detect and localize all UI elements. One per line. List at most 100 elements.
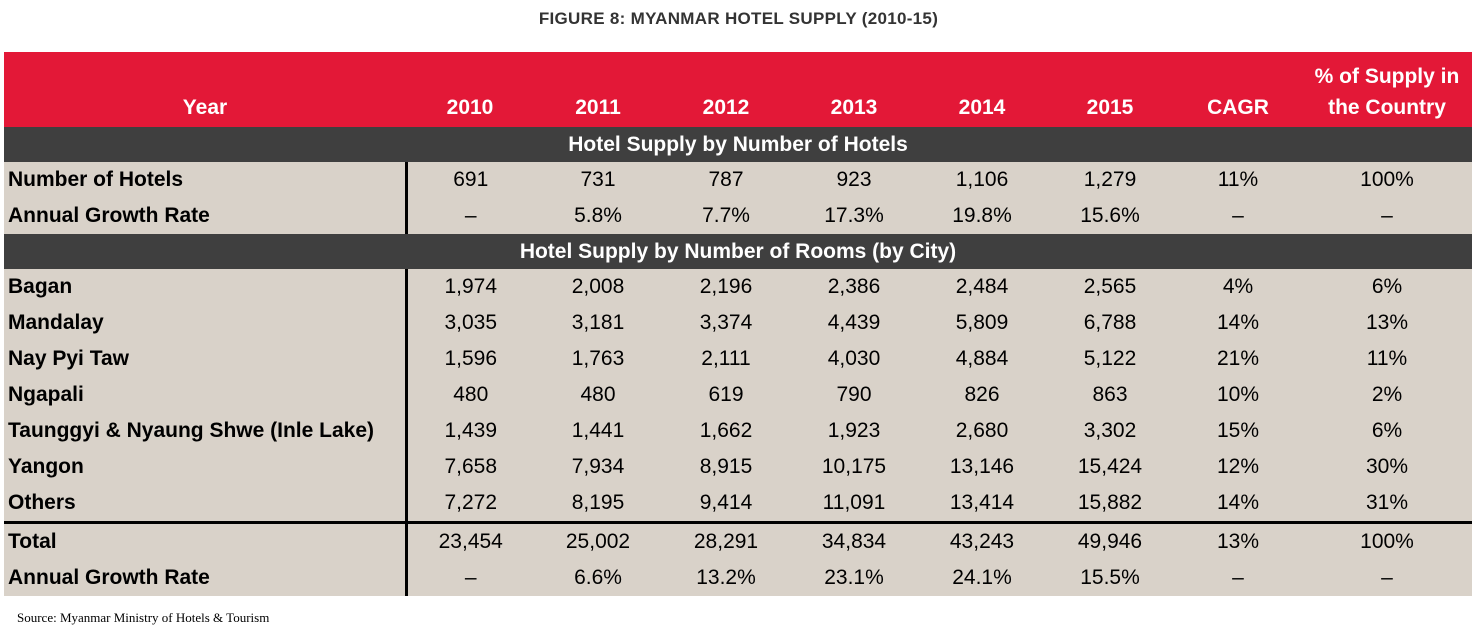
row-label: Nay Pyi Taw — [4, 341, 408, 377]
cell-share: 13% — [1302, 305, 1472, 341]
cell-2011: 7,934 — [534, 449, 662, 485]
header-year-2012: 2012 — [702, 96, 750, 119]
cell-cagr: – — [1174, 198, 1302, 234]
cell-2010: 1,596 — [406, 341, 534, 377]
row-label: Taunggyi & Nyaung Shwe (Inle Lake) — [4, 413, 408, 449]
cell-share: 30% — [1302, 449, 1472, 485]
hotel-supply-table: Year 2010 2011 2012 2013 2014 2015 CAGR … — [4, 52, 1472, 596]
cell-2013: 17.3% — [790, 198, 918, 234]
cell-2014: 13,414 — [918, 485, 1046, 523]
cell-2012: 28,291 — [662, 521, 790, 560]
cell-2010: 1,974 — [406, 269, 534, 305]
cell-share: 2% — [1302, 377, 1472, 413]
cell-2013: 4,439 — [790, 305, 918, 341]
cell-2014: 1,106 — [918, 162, 1046, 198]
cell-2015: 863 — [1046, 377, 1174, 413]
cell-cagr: 13% — [1174, 521, 1302, 560]
cell-2015: 1,279 — [1046, 162, 1174, 198]
header-year-2011: 2011 — [575, 96, 621, 119]
cell-2013: 923 — [790, 162, 918, 198]
cell-2012: 3,374 — [662, 305, 790, 341]
cell-2010: 23,454 — [406, 521, 534, 560]
cell-2015: 5,122 — [1046, 341, 1174, 377]
cell-2012: 9,414 — [662, 485, 790, 523]
section-hotels: Hotel Supply by Number of Hotels — [4, 127, 1472, 162]
cell-2015: 15,882 — [1046, 485, 1174, 523]
cell-2011: 5.8% — [534, 198, 662, 234]
cell-2012: 8,915 — [662, 449, 790, 485]
cell-share: – — [1302, 560, 1472, 596]
section-rooms-label: Hotel Supply by Number of Rooms (by City… — [4, 234, 1472, 269]
table-row: Taunggyi & Nyaung Shwe (Inle Lake) 1,439 1… — [4, 413, 1472, 449]
row-label: Yangon — [4, 449, 408, 485]
row-label: Number of Hotels — [4, 162, 408, 198]
cell-2015: 49,946 — [1046, 521, 1174, 560]
table-row: Others 7,272 8,195 9,414 11,091 13,414 15,882 1… — [4, 485, 1472, 523]
header-year: Year — [182, 96, 228, 119]
cell-2012: 2,196 — [662, 269, 790, 305]
cell-2013: 2,386 — [790, 269, 918, 305]
cell-share: 6% — [1302, 413, 1472, 449]
row-label: Mandalay — [4, 305, 408, 341]
section-hotels-label: Hotel Supply by Number of Hotels — [4, 127, 1472, 162]
cell-2014: 826 — [918, 377, 1046, 413]
cell-2012: 2,111 — [662, 341, 790, 377]
table-row: Yangon 7,658 7,934 8,915 10,175 13,146 15,424 1… — [4, 449, 1472, 485]
cell-2010: 691 — [406, 162, 534, 198]
cell-2011: 25,002 — [534, 521, 662, 560]
cell-2015: 2,565 — [1046, 269, 1174, 305]
cell-2010: 7,658 — [406, 449, 534, 485]
header-share-line2: the Country — [1328, 96, 1446, 119]
row-label: Annual Growth Rate — [4, 198, 408, 234]
cell-cagr: 14% — [1174, 485, 1302, 523]
cell-2010: – — [406, 198, 534, 234]
cell-2014: 4,884 — [918, 341, 1046, 377]
cell-2013: 10,175 — [790, 449, 918, 485]
table-row: Number of Hotels 691 731 787 923 1,106 1,279 11… — [4, 162, 1472, 198]
header-share: % of Supply in the Country — [1302, 52, 1472, 127]
cell-2015: 15.6% — [1046, 198, 1174, 234]
cell-share: 11% — [1302, 341, 1472, 377]
cell-cagr: – — [1174, 560, 1302, 596]
table-body: Hotel Supply by Number of Hotels Number o… — [4, 127, 1472, 596]
header-year-2013: 2013 — [830, 96, 878, 119]
cell-2011: 731 — [534, 162, 662, 198]
cell-2014: 2,680 — [918, 413, 1046, 449]
cell-2010: 3,035 — [406, 305, 534, 341]
cell-cagr: 15% — [1174, 413, 1302, 449]
cell-2014: 19.8% — [918, 198, 1046, 234]
cell-share: 100% — [1302, 162, 1472, 198]
cell-cagr: 14% — [1174, 305, 1302, 341]
source-note: Source: Myanmar Ministry of Hotels & Tou… — [17, 610, 270, 625]
cell-2010: 1,439 — [406, 413, 534, 449]
cell-cagr: 12% — [1174, 449, 1302, 485]
cell-2012: 1,662 — [662, 413, 790, 449]
cell-2013: 1,923 — [790, 413, 918, 449]
table-row: Mandalay 3,035 3,181 3,374 4,439 5,809 6,788 14… — [4, 305, 1472, 341]
table-row: Bagan 1,974 2,008 2,196 2,386 2,484 2,565 4% 6% — [4, 269, 1472, 305]
cell-2014: 2,484 — [918, 269, 1046, 305]
cell-2013: 790 — [790, 377, 918, 413]
table-row: Total 23,454 25,002 28,291 34,834 43,243 49,94… — [4, 521, 1472, 560]
header-year-2010: 2010 — [446, 96, 494, 119]
row-label: Bagan — [4, 269, 408, 305]
header-row: Year 2010 2011 2012 2013 2014 2015 CAGR … — [4, 52, 1472, 127]
table-row: Annual Growth Rate –5.8% 7.7% 17.3% 19.8% 15.… — [4, 198, 1472, 234]
cell-cagr: 11% — [1174, 162, 1302, 198]
cell-2010: – — [406, 560, 534, 596]
cell-2012: 7.7% — [662, 198, 790, 234]
cell-2010: 7,272 — [406, 485, 534, 523]
cell-2012: 13.2% — [662, 560, 790, 596]
cell-2011: 480 — [534, 377, 662, 413]
section-rooms: Hotel Supply by Number of Rooms (by City… — [4, 234, 1472, 269]
row-label: Ngapali — [4, 377, 408, 413]
figure-title: FIGURE 8: MYANMAR HOTEL SUPPLY (2010-15) — [538, 9, 939, 28]
cell-2015: 3,302 — [1046, 413, 1174, 449]
cell-2012: 787 — [662, 162, 790, 198]
table-row: Annual Growth Rate –6.6% 13.2% 23.1% 24.1% 15… — [4, 560, 1472, 596]
cell-2011: 1,441 — [534, 413, 662, 449]
cell-2011: 1,763 — [534, 341, 662, 377]
header-cagr: CAGR — [1207, 96, 1269, 119]
cell-share: 6% — [1302, 269, 1472, 305]
cell-2014: 5,809 — [918, 305, 1046, 341]
